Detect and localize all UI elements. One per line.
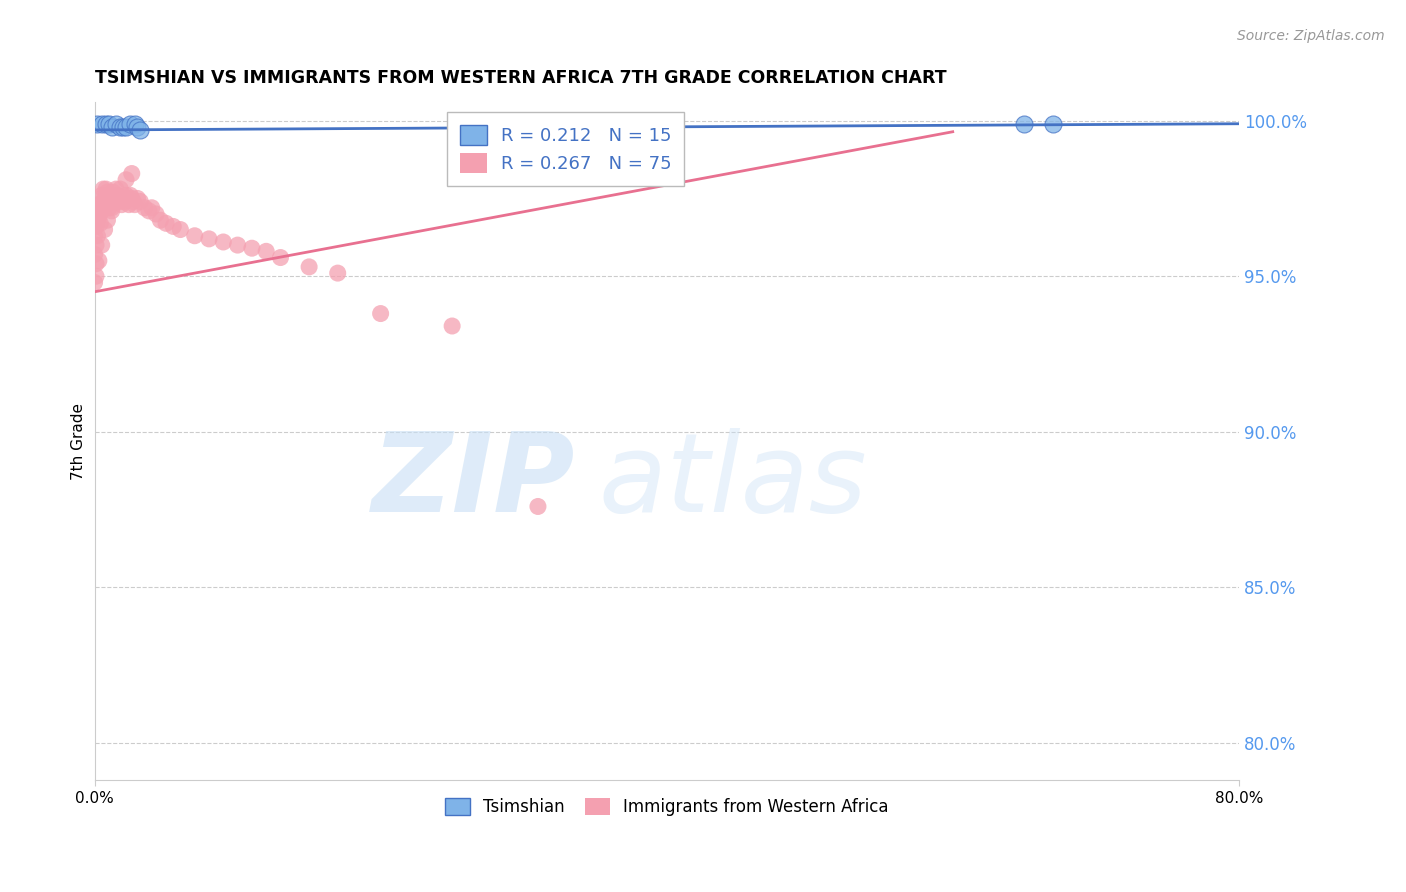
Point <box>124 197 146 211</box>
Point <box>84 269 107 284</box>
Point <box>127 191 149 205</box>
Point <box>129 194 152 209</box>
Point <box>90 238 112 252</box>
Point <box>112 120 135 134</box>
Point <box>94 117 117 131</box>
Point <box>100 201 122 215</box>
Point <box>100 120 122 134</box>
Point <box>97 188 120 202</box>
Point <box>441 318 464 333</box>
Point <box>149 213 172 227</box>
Point <box>100 203 122 218</box>
Point <box>169 222 191 236</box>
Text: ZIP: ZIP <box>371 428 575 535</box>
Point <box>120 117 142 131</box>
Point <box>527 500 550 514</box>
Point <box>110 182 132 196</box>
Point <box>104 194 127 209</box>
Point <box>86 228 108 243</box>
Point <box>90 203 112 218</box>
Point <box>298 260 321 274</box>
Point <box>101 185 124 199</box>
Point <box>134 201 156 215</box>
Point <box>84 219 107 234</box>
Point <box>121 167 143 181</box>
Point <box>124 117 146 131</box>
Point <box>91 182 114 196</box>
Point <box>270 251 292 265</box>
Y-axis label: 7th Grade: 7th Grade <box>72 402 86 480</box>
Point <box>93 201 115 215</box>
Point <box>110 120 132 134</box>
Point <box>138 203 160 218</box>
Point <box>110 194 132 209</box>
Point <box>198 232 221 246</box>
Point <box>115 188 138 202</box>
Point <box>84 238 107 252</box>
Point <box>100 191 122 205</box>
Point <box>93 188 115 202</box>
Point <box>115 173 138 187</box>
Point <box>111 197 134 211</box>
Point <box>105 191 128 205</box>
Point <box>121 191 143 205</box>
Point <box>90 117 112 131</box>
Point <box>96 213 118 227</box>
Point <box>118 197 141 211</box>
Point <box>114 194 136 209</box>
Point <box>105 182 128 196</box>
Text: atlas: atlas <box>598 428 866 535</box>
Point <box>240 241 263 255</box>
Point <box>97 201 120 215</box>
Point <box>254 244 277 259</box>
Legend: Tsimshian, Immigrants from Western Africa: Tsimshian, Immigrants from Western Afric… <box>439 791 896 822</box>
Point <box>162 219 184 234</box>
Point <box>84 257 107 271</box>
Point <box>370 307 392 321</box>
Point <box>97 117 120 131</box>
Point <box>326 266 349 280</box>
Point <box>87 253 110 268</box>
Point <box>98 191 121 205</box>
Point <box>94 182 117 196</box>
Point <box>226 238 249 252</box>
Point <box>1012 117 1035 131</box>
Point <box>122 194 145 209</box>
Point <box>87 197 110 211</box>
Point <box>90 188 112 202</box>
Point <box>83 276 105 290</box>
Point <box>83 247 105 261</box>
Point <box>127 120 149 134</box>
Point <box>141 201 163 215</box>
Point <box>86 117 108 131</box>
Point <box>89 216 111 230</box>
Point <box>155 216 177 230</box>
Point <box>89 201 111 215</box>
Point <box>112 191 135 205</box>
Text: Source: ZipAtlas.com: Source: ZipAtlas.com <box>1237 29 1385 43</box>
Point <box>96 185 118 199</box>
Point <box>108 191 131 205</box>
Point <box>117 191 139 205</box>
Point <box>212 235 235 249</box>
Point <box>129 123 152 137</box>
Point <box>145 207 167 221</box>
Point <box>1042 117 1064 131</box>
Point <box>105 117 128 131</box>
Point <box>107 188 129 202</box>
Point <box>83 228 105 243</box>
Point <box>93 222 115 236</box>
Point <box>183 228 205 243</box>
Point <box>86 203 108 218</box>
Point <box>120 188 142 202</box>
Point <box>87 210 110 224</box>
Point <box>115 120 138 134</box>
Text: TSIMSHIAN VS IMMIGRANTS FROM WESTERN AFRICA 7TH GRADE CORRELATION CHART: TSIMSHIAN VS IMMIGRANTS FROM WESTERN AFR… <box>94 69 946 87</box>
Point <box>91 194 114 209</box>
Point <box>94 194 117 209</box>
Point <box>86 213 108 227</box>
